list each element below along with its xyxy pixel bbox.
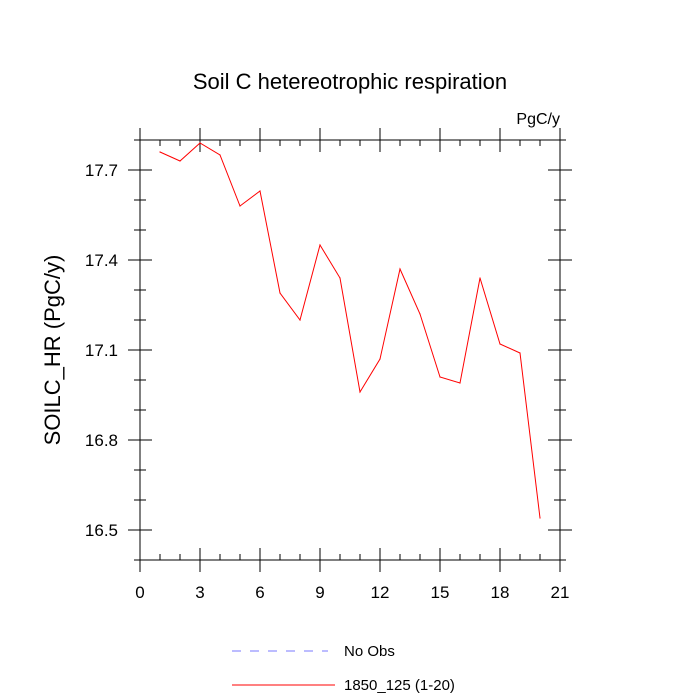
tick-labels: 0 3 6 9 12 15 18 21 16.5 16.8 17.1 17.4 17.7 [85, 161, 570, 602]
data-point [399, 268, 401, 270]
y-tick-label: 16.5 [85, 521, 118, 540]
x-tick-label: 6 [255, 583, 264, 602]
plot-frame [139, 139, 561, 561]
y-tick-label: 17.1 [85, 341, 118, 360]
y-tick-label: 16.8 [85, 431, 118, 450]
chart-title: Soil C hetereotrophic respiration [193, 69, 507, 94]
data-point [359, 391, 361, 393]
series-group [159, 142, 541, 519]
data-point [459, 382, 461, 384]
x-tick-label: 0 [135, 583, 144, 602]
x-tick-label: 15 [431, 583, 450, 602]
data-point [199, 142, 201, 144]
y-tick-label: 17.7 [85, 161, 118, 180]
data-point [419, 313, 421, 315]
data-point [299, 319, 301, 321]
x-tick-label: 12 [371, 583, 390, 602]
x-tick-label: 3 [195, 583, 204, 602]
data-point [379, 358, 381, 360]
data-point [339, 277, 341, 279]
legend-label: 1850_125 (1-20) [344, 677, 455, 694]
data-point [179, 160, 181, 162]
data-point [439, 376, 441, 378]
series-line [159, 142, 541, 519]
y-axis-label: SOILC_HR (PgC/y) [40, 255, 65, 446]
data-point [319, 244, 321, 246]
data-point [479, 277, 481, 279]
data-point [539, 517, 541, 519]
units-label: PgC/y [516, 111, 560, 128]
data-point [519, 352, 521, 354]
legend: No Obs 1850_125 (1-20) [232, 643, 455, 694]
x-tick-label: 21 [551, 583, 570, 602]
data-point [159, 151, 161, 153]
data-point [219, 154, 221, 156]
data-point [239, 205, 241, 207]
x-tick-label: 9 [315, 583, 324, 602]
legend-label: No Obs [344, 643, 395, 660]
axis-ticks [128, 128, 572, 572]
x-tick-label: 18 [491, 583, 510, 602]
data-point [279, 292, 281, 294]
data-point [499, 343, 501, 345]
data-point [259, 190, 261, 192]
y-tick-label: 17.4 [85, 251, 118, 270]
